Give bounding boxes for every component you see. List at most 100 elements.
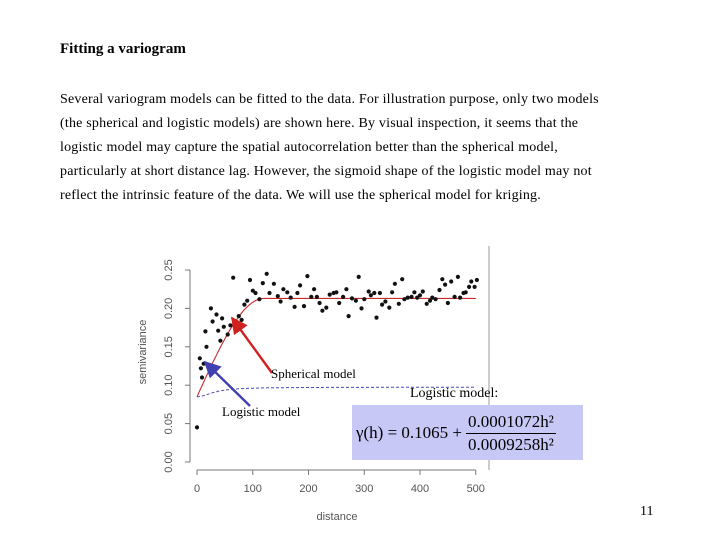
data-point (390, 290, 395, 295)
data-point (474, 277, 479, 283)
paragraph-line: reflect the intrinsic feature of the dat… (60, 188, 541, 203)
data-point (445, 300, 450, 306)
data-point (472, 284, 477, 289)
data-point (301, 304, 307, 309)
data-point (221, 324, 226, 329)
data-point (437, 287, 442, 293)
logistic-model-curve (197, 386, 476, 398)
data-point (430, 295, 435, 300)
y-tick-label: 0.05 (163, 413, 175, 434)
logistic-formula: γ(h) = 0.1065 + 0.0001072h² 0.0009258h² (356, 408, 581, 458)
data-point (366, 289, 371, 294)
y-tick-label: 0.15 (163, 336, 175, 357)
data-point (257, 297, 262, 302)
paragraph-line: particularly at short distance lag. Howe… (60, 164, 592, 179)
spherical-arrow (231, 316, 273, 374)
data-point (392, 281, 397, 286)
data-point (231, 275, 236, 280)
data-point (295, 290, 300, 296)
data-point (292, 304, 297, 309)
logistic-model-label: Logistic model (222, 404, 301, 419)
logistic-arrow (203, 360, 251, 407)
spherical-model-curve (196, 297, 476, 397)
data-point (327, 292, 332, 297)
data-point (324, 305, 329, 310)
x-tick-label: 100 (244, 483, 262, 495)
data-point (253, 290, 258, 296)
data-point (334, 290, 339, 295)
data-point (278, 299, 283, 304)
x-tick-label: 500 (467, 483, 485, 495)
model-curves (196, 297, 476, 398)
data-point (203, 329, 208, 334)
formula-denominator: 0.0009258h² (468, 434, 554, 454)
data-point (383, 299, 388, 304)
data-point (288, 295, 293, 300)
data-point (372, 290, 377, 296)
data-point (194, 425, 200, 430)
data-point (312, 287, 317, 292)
data-point (420, 289, 425, 294)
y-tick-label: 0.25 (163, 259, 175, 280)
data-point (285, 290, 290, 295)
y-axis-label: semivariance (137, 320, 149, 385)
data-point (346, 314, 351, 319)
data-point (275, 294, 280, 299)
x-tick-label: 300 (355, 483, 373, 495)
data-point (440, 277, 445, 282)
data-point (218, 338, 223, 343)
data-point (309, 294, 314, 299)
y-tick-label: 0.00 (163, 451, 175, 472)
x-tick-label: 400 (411, 483, 429, 495)
data-point (199, 375, 205, 380)
data-point (443, 282, 448, 287)
data-point (424, 301, 429, 306)
data-point (271, 281, 276, 286)
data-point (341, 294, 346, 299)
data-point (344, 287, 349, 292)
data-point (458, 295, 463, 300)
formula-fraction: 0.0001072h² 0.0009258h² (466, 412, 556, 455)
data-point (320, 308, 325, 313)
data-point (337, 300, 342, 306)
data-point (362, 297, 367, 302)
data-point (463, 290, 468, 295)
data-point (236, 314, 241, 319)
data-point (387, 305, 392, 310)
data-point (469, 279, 474, 284)
paragraph-line: (the spherical and logistic models) are … (60, 116, 579, 131)
data-point (210, 319, 215, 324)
data-point (455, 274, 460, 279)
formula-lhs: γ(h) = 0.1065 + (356, 423, 463, 442)
data-point (242, 302, 247, 307)
data-point (427, 298, 433, 303)
data-point (264, 271, 269, 276)
paragraph-line: Several variogram models can be fitted t… (60, 92, 599, 107)
x-tick-label: 200 (299, 483, 317, 495)
data-point (214, 312, 219, 317)
data-point (412, 290, 417, 295)
spherical-model-label: Spherical model (271, 366, 356, 381)
chart-axes: 0 100 200 300 400 500 distance 0.00 0.05 0.10 0.15… (137, 259, 485, 523)
paragraph-line: logistic model may capture the spatial a… (60, 140, 558, 155)
data-point (314, 294, 319, 299)
data-point (245, 298, 250, 303)
y-tick-label: 0.20 (163, 298, 175, 319)
data-points (194, 271, 479, 430)
data-point (405, 295, 410, 300)
data-point (216, 328, 221, 333)
data-point (353, 298, 358, 303)
data-point (220, 316, 225, 321)
logistic-formula-label: Logistic model: (410, 386, 498, 401)
data-point (281, 287, 286, 292)
x-axis-label: distance (317, 511, 358, 523)
data-point (415, 295, 420, 300)
data-point (260, 281, 265, 286)
data-point (247, 277, 253, 283)
data-point (349, 296, 355, 301)
data-point (400, 277, 405, 282)
data-point (417, 293, 423, 298)
body-paragraph: Several variogram models can be fitted t… (60, 88, 670, 208)
data-point (380, 302, 385, 307)
data-point (368, 293, 373, 298)
